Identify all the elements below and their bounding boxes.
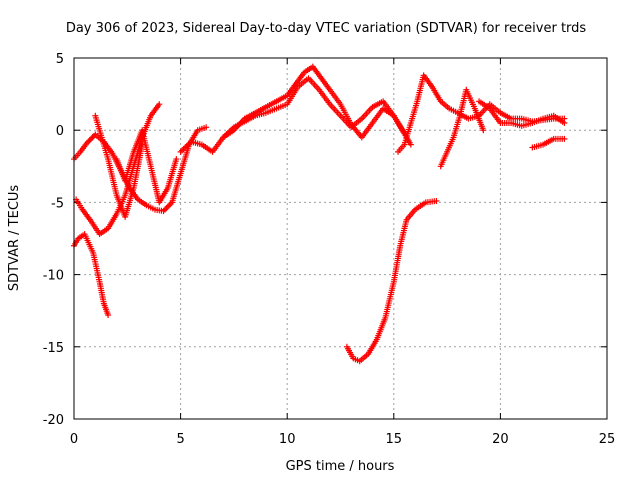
series-track-3: [73, 101, 163, 238]
series-track-2: [71, 231, 112, 319]
data-point: [156, 101, 163, 108]
y-tick-label: 5: [56, 52, 64, 67]
data-point: [173, 156, 180, 163]
series-track-10: [437, 86, 487, 170]
data-point: [166, 202, 173, 209]
y-tick-label: -5: [51, 196, 64, 211]
data-point: [433, 197, 440, 204]
series-track-9: [395, 72, 568, 155]
data-point: [480, 127, 487, 134]
series-track-8: [343, 197, 440, 365]
data-point: [88, 135, 95, 142]
data-points: [71, 63, 568, 365]
data-point: [89, 134, 96, 141]
data-point: [86, 137, 93, 144]
plot-frame: [73, 57, 608, 420]
data-point: [407, 141, 414, 148]
data-point: [164, 203, 171, 210]
y-tick-label: 0: [56, 124, 64, 139]
data-point: [561, 135, 568, 142]
series-track-6: [177, 63, 414, 155]
y-tick-label: -15: [43, 341, 64, 356]
x-tick-label: 5: [176, 432, 184, 447]
data-point: [85, 138, 92, 145]
series-track-12: [529, 135, 568, 151]
data-point: [203, 124, 210, 131]
x-tick-label: 15: [386, 432, 403, 447]
y-tick-label: -10: [43, 269, 64, 284]
series-track-11: [476, 98, 568, 129]
series-track-7: [220, 75, 408, 141]
series-track-4: [92, 112, 146, 220]
chart-title: Day 306 of 2023, Sidereal Day-to-day VTE…: [66, 21, 587, 36]
series-track-5: [113, 127, 180, 206]
x-tick-label: 10: [279, 432, 296, 447]
y-tick-label: -20: [43, 413, 64, 428]
data-point: [105, 312, 112, 319]
axis-ticks: 0 5 10 15 20 25 -20 -15 -10 -5 0 5: [43, 52, 616, 447]
y-axis-label: SDTVAR / TECUs: [7, 185, 22, 292]
x-tick-label: 25: [599, 432, 616, 447]
x-axis-label: GPS time / hours: [286, 459, 395, 474]
x-tick-label: 0: [70, 432, 78, 447]
x-tick-label: 20: [492, 432, 509, 447]
data-point: [161, 206, 168, 213]
data-point: [561, 119, 568, 126]
